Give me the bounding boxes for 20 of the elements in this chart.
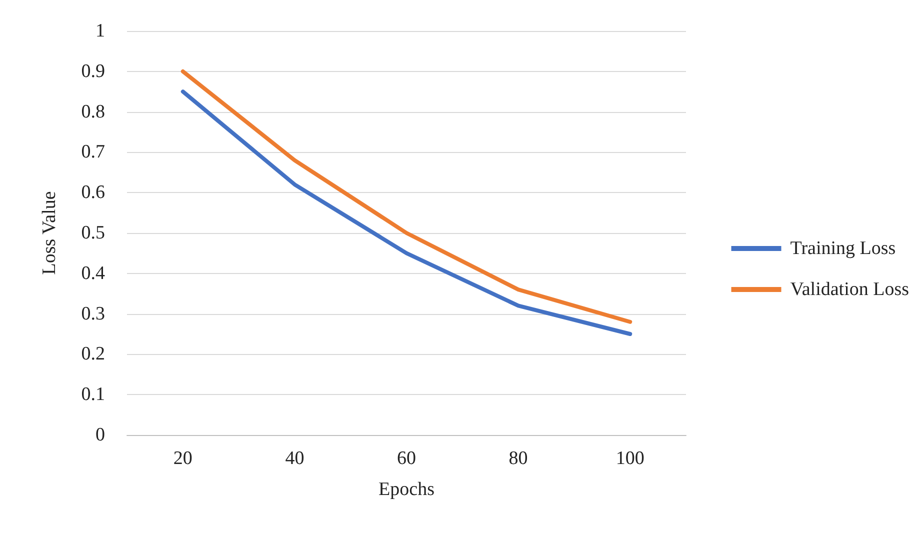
y-tick-label: 0.6: [81, 182, 105, 204]
x-tick-label: 20: [173, 448, 192, 469]
x-tick-label: 60: [397, 448, 416, 469]
x-tick-label: 100: [616, 448, 644, 469]
y-tick-label: 0.5: [81, 222, 105, 244]
y-tick-label: 0.3: [81, 303, 105, 324]
y-tick-label: 0.1: [81, 384, 105, 406]
x-tick-label: 40: [285, 448, 304, 469]
y-tick-label: 0.8: [81, 101, 105, 122]
x-axis-title: Epochs: [378, 479, 434, 500]
y-tick-label: 0: [96, 424, 105, 446]
y-tick-label: 0.4: [81, 262, 106, 284]
x-tick-label: 80: [508, 448, 528, 469]
legend-label: Training Loss: [790, 238, 896, 259]
y-tick-label: 0.9: [81, 60, 105, 82]
y-axis-title: Loss Value: [39, 191, 60, 275]
y-tick-label: 0.7: [81, 142, 105, 163]
y-tick-label: 1: [96, 20, 105, 42]
y-tick-label: 0.2: [81, 344, 105, 365]
legend-label: Validation Loss: [790, 279, 910, 300]
